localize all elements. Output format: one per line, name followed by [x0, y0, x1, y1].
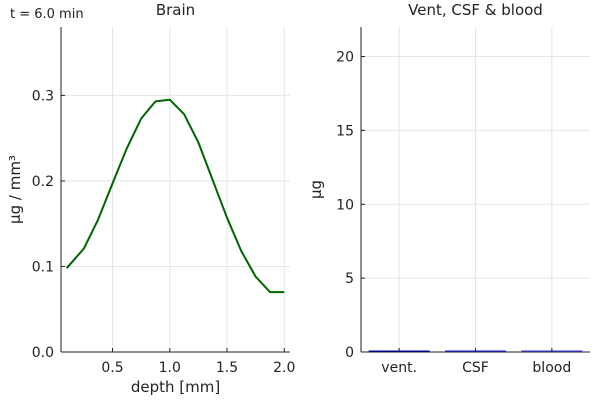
y-tick-label: 0.1 [32, 259, 54, 275]
concentration-line [65, 98, 285, 294]
brain-panel: 0.5 1.0 1.5 2.0 0.0 0.1 0.2 0.3 Brain depth [mm] µ… [6, 1, 295, 396]
y-axis-label: µg / mm³ [6, 155, 24, 224]
panel-title: Vent, CSF & blood [408, 1, 543, 19]
time-annotation: t = 6.0 min [10, 7, 84, 22]
x-tick-label: vent. [381, 360, 417, 376]
y-tick-label: 0.0 [32, 345, 54, 361]
y-tick-label: 20 [336, 50, 354, 66]
x-tick-label: blood [532, 360, 571, 376]
x-tick-label: 0.5 [101, 360, 123, 376]
y-axis-label: µg [307, 180, 325, 199]
x-axis-label: depth [mm] [131, 378, 220, 396]
vent-csf-blood-panel: 0 5 10 15 20 vent. CSF blood Vent, CSF & blood µg [307, 1, 590, 376]
y-tick-label: 0.2 [32, 174, 54, 190]
x-tick-label: CSF [462, 360, 489, 376]
x-tick-label: 1.5 [216, 360, 238, 376]
x-tick-label: 1.0 [159, 360, 181, 376]
x-tick-label: 2.0 [273, 360, 295, 376]
y-tick-label: 15 [336, 123, 354, 139]
y-tick-label: 0 [345, 345, 354, 361]
y-tick-label: 5 [345, 271, 354, 287]
y-tick-label: 0.3 [32, 88, 54, 104]
panel-title: Brain [156, 1, 195, 19]
y-tick-label: 10 [336, 197, 354, 213]
